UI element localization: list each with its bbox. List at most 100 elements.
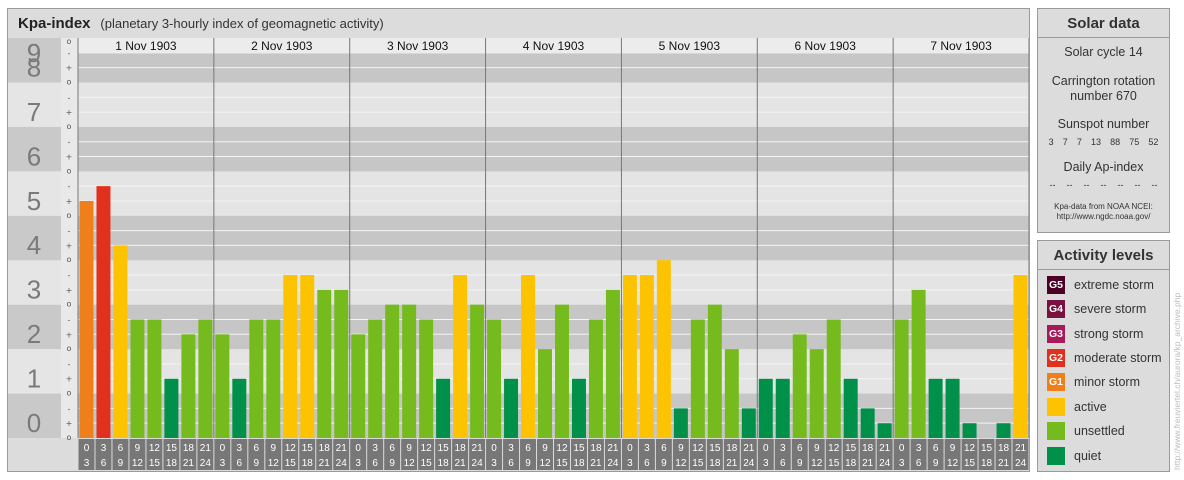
interval-end-label: 12 [404, 458, 416, 469]
interval-box [197, 439, 214, 470]
legend-item-extreme-storm: G5 extreme storm [1047, 275, 1154, 295]
legend-label: active [1074, 400, 1107, 414]
legend-label: severe storm [1074, 302, 1147, 316]
interval-box [112, 439, 129, 470]
sunspot-value: 3 [1048, 137, 1054, 147]
y-tick-label: 7 [27, 97, 41, 127]
kp-bar [555, 304, 569, 438]
interval-start-label: 12 [964, 443, 976, 454]
interval-start-label: 12 [285, 443, 297, 454]
carrington-line-2: number 670 [1070, 89, 1137, 103]
interval-box [638, 439, 655, 470]
interval-start-label: 15 [166, 443, 178, 454]
interval-box [452, 439, 469, 470]
ap-title: Daily Ap-index [1063, 160, 1144, 174]
interval-start-label: 3 [101, 443, 107, 454]
interval-box [282, 439, 299, 470]
interval-start-label: 9 [678, 443, 684, 454]
interval-start-label: 18 [590, 443, 602, 454]
interval-end-label: 6 [101, 458, 107, 469]
sub-tick: o [67, 300, 72, 309]
kp-bar [962, 423, 977, 438]
interval-end-label: 6 [237, 458, 243, 469]
interval-start-label: 12 [149, 443, 161, 454]
sub-tick: + [66, 419, 73, 428]
interval-start-label: 15 [573, 443, 585, 454]
sunspot-value: 75 [1129, 137, 1140, 147]
interval-start-label: 9 [542, 443, 548, 454]
interval-end-label: 9 [118, 458, 124, 469]
day-header-strip [78, 38, 1029, 53]
interval-end-label: 15 [149, 458, 161, 469]
interval-box [418, 439, 435, 470]
interval-box [689, 439, 706, 470]
y-axis-band [8, 260, 61, 305]
interval-box [537, 439, 553, 470]
kp-bar [198, 319, 213, 438]
solar-data-panel: Solar data Solar cycle 14 Carrington rot… [1037, 8, 1170, 233]
interval-box [503, 439, 520, 470]
legend-label: extreme storm [1074, 278, 1154, 292]
sunspot-title: Sunspot number [1057, 117, 1150, 131]
source-link[interactable]: http://www.ngdc.noaa.gov/ [1056, 212, 1151, 221]
interval-end-label: 15 [692, 458, 704, 469]
interval-start-label: 3 [372, 443, 378, 454]
kp-bar [215, 334, 230, 438]
sub-tick: + [66, 153, 73, 162]
kp-bar [860, 408, 875, 438]
interval-end-label: 6 [780, 458, 786, 469]
interval-end-label: 21 [183, 458, 195, 469]
interval-box [316, 439, 333, 470]
legend-item-minor-storm: G1 minor storm [1047, 372, 1140, 392]
kp-bar [894, 319, 909, 438]
kp-bar [266, 319, 281, 438]
interval-end-label: 15 [556, 458, 568, 469]
interval-start-label: 6 [118, 443, 124, 454]
legend-item-strong-storm: G3 strong storm [1047, 324, 1143, 344]
kp-bar [300, 275, 315, 438]
sunspot-value: 7 [1076, 137, 1082, 147]
ap-value: -- [1100, 180, 1107, 190]
interval-end-label: 21 [862, 458, 874, 469]
interval-box [587, 439, 604, 470]
interval-start-label: 9 [406, 443, 412, 454]
interval-start-label: 15 [845, 443, 857, 454]
y-axis-band [8, 304, 61, 350]
legend-label: quiet [1074, 449, 1102, 463]
interval-box [435, 439, 452, 470]
interval-box [401, 439, 418, 470]
y-axis-band [8, 393, 61, 438]
kp-bar [588, 319, 603, 438]
interval-start-label: 18 [998, 443, 1010, 454]
sub-tick: + [66, 330, 73, 339]
solar-data-title: Solar data [1038, 9, 1169, 38]
interval-box [876, 439, 893, 470]
kp-bar [351, 334, 366, 438]
interval-start-label: 15 [981, 443, 993, 454]
interval-end-label: 12 [811, 458, 823, 469]
sub-tick: + [66, 64, 73, 73]
interval-end-label: 18 [302, 458, 314, 469]
y-tick-label: 6 [27, 141, 41, 171]
interval-start-label: 3 [508, 443, 514, 454]
sub-tick: o [67, 255, 72, 264]
y-tick-label: 0 [27, 408, 41, 438]
interval-end-label: 18 [573, 458, 585, 469]
sub-tick: o [67, 344, 72, 353]
sub-tick: + [66, 108, 73, 117]
kp-bar [487, 319, 502, 438]
interval-end-label: 9 [797, 458, 803, 469]
y-axis-band [8, 215, 61, 261]
interval-end-label: 24 [607, 458, 619, 469]
interval-box [944, 439, 961, 470]
interval-end-label: 24 [336, 458, 348, 469]
interval-box [655, 439, 672, 470]
sunspot-value: 88 [1110, 137, 1121, 147]
kp-band [78, 304, 1029, 350]
kp-bar [130, 319, 145, 438]
sub-tick: o [67, 211, 72, 220]
interval-end-label: 24 [472, 458, 484, 469]
interval-start-label: 0 [84, 443, 90, 454]
interval-start-label: 15 [438, 443, 450, 454]
interval-start-label: 3 [644, 443, 650, 454]
